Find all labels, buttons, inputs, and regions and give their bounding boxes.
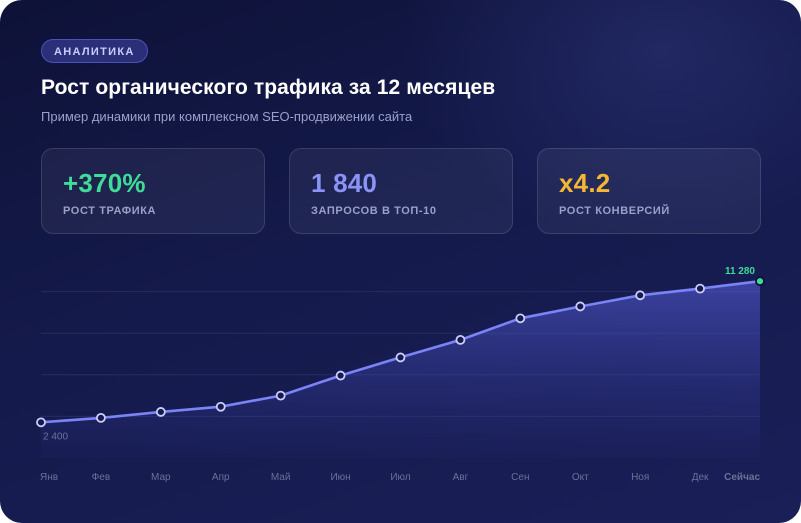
x-tick-label: Май <box>271 472 291 483</box>
data-point <box>36 417 46 428</box>
x-tick-label: Ноя <box>631 472 649 483</box>
data-point <box>215 401 226 412</box>
data-point <box>755 276 765 287</box>
x-tick-label: Фев <box>92 472 110 483</box>
data-point <box>635 290 646 301</box>
x-tick-label: Окт <box>572 472 589 483</box>
data-point <box>695 283 705 294</box>
x-tick-label: Сен <box>511 472 529 483</box>
x-tick-label: Сейчас <box>724 472 760 483</box>
data-point <box>155 407 166 417</box>
stat-card-queries: 1 840 ЗАПРОСОВ В ТОП-10 <box>289 148 513 234</box>
stat-label: РОСТ ТРАФИКА <box>63 205 157 217</box>
data-point <box>335 370 346 381</box>
area-fill <box>41 281 760 458</box>
data-point <box>455 334 466 345</box>
page-subtitle: Пример динамики при комплексном SEO-прод… <box>41 109 413 124</box>
stat-card-conversions: x4.2 РОСТ КОНВЕРСИЙ <box>537 148 761 234</box>
stat-label: РОСТ КОНВЕРСИЙ <box>559 205 670 217</box>
x-tick-label: Июн <box>330 472 350 483</box>
start-value-label: 2 400 <box>43 431 68 442</box>
stat-value: 1 840 <box>311 168 378 198</box>
data-point <box>275 390 286 401</box>
x-tick-label: Июл <box>390 472 410 483</box>
x-tick-label: Янв <box>40 472 58 483</box>
data-point <box>395 352 406 363</box>
data-point <box>96 412 106 423</box>
x-tick-label: Мар <box>151 472 171 483</box>
end-value-label: 11 280 <box>725 266 755 277</box>
x-tick-label: Апр <box>212 472 230 483</box>
stat-label: ЗАПРОСОВ В ТОП-10 <box>311 205 437 217</box>
data-point <box>575 301 586 312</box>
traffic-line-chart: 2 400 11 280 Янв Фев Мар Апр Май Июн Июл Авг Сен Ок… <box>36 266 765 483</box>
stat-value: x4.2 <box>559 168 611 198</box>
x-tick-label: Дек <box>692 472 709 483</box>
x-tick-label: Авг <box>453 472 469 483</box>
stat-value: +370% <box>63 168 146 198</box>
section-badge: АНАЛИТИКА <box>41 39 148 63</box>
stat-card-traffic: +370% РОСТ ТРАФИКА <box>41 148 265 234</box>
data-point <box>515 313 526 324</box>
page-title: Рост органического трафика за 12 месяцев <box>41 76 496 99</box>
